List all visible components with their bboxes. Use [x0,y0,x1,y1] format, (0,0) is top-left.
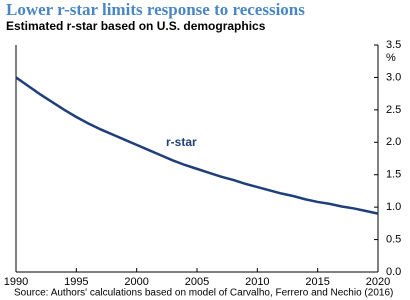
chart-title: Lower r-star limits response to recessio… [6,0,305,19]
x-tick-label: 1990 [4,276,28,288]
line-series [15,76,379,215]
y-tick-label: 2.5 [386,104,401,116]
x-tick-label: 2010 [245,276,269,288]
y-tick-label: 3.0 [386,71,401,83]
x-tick-label: 2005 [185,276,209,288]
x-tick-label: 2020 [366,276,390,288]
y-tick-label: 3.5 [386,39,401,51]
chart-subtitle: Estimated r-star based on U.S. demograph… [6,19,266,33]
source: Source: Authors' calculations based on m… [14,288,393,299]
x-tick-label: 2015 [305,276,329,288]
annotation: r-star [166,135,197,149]
y-tick-label: 0.0 [386,266,401,278]
x-tick-label: 2000 [124,276,148,288]
y-tick-label: 0.5 [386,233,401,245]
y-tick-label: 1.5 [386,169,401,181]
y-tick-label: 1.0 [386,201,401,213]
y-axis-label: % [386,52,396,64]
y-tick-label: 2.0 [386,136,401,148]
x-tick-label: 1995 [64,276,88,288]
